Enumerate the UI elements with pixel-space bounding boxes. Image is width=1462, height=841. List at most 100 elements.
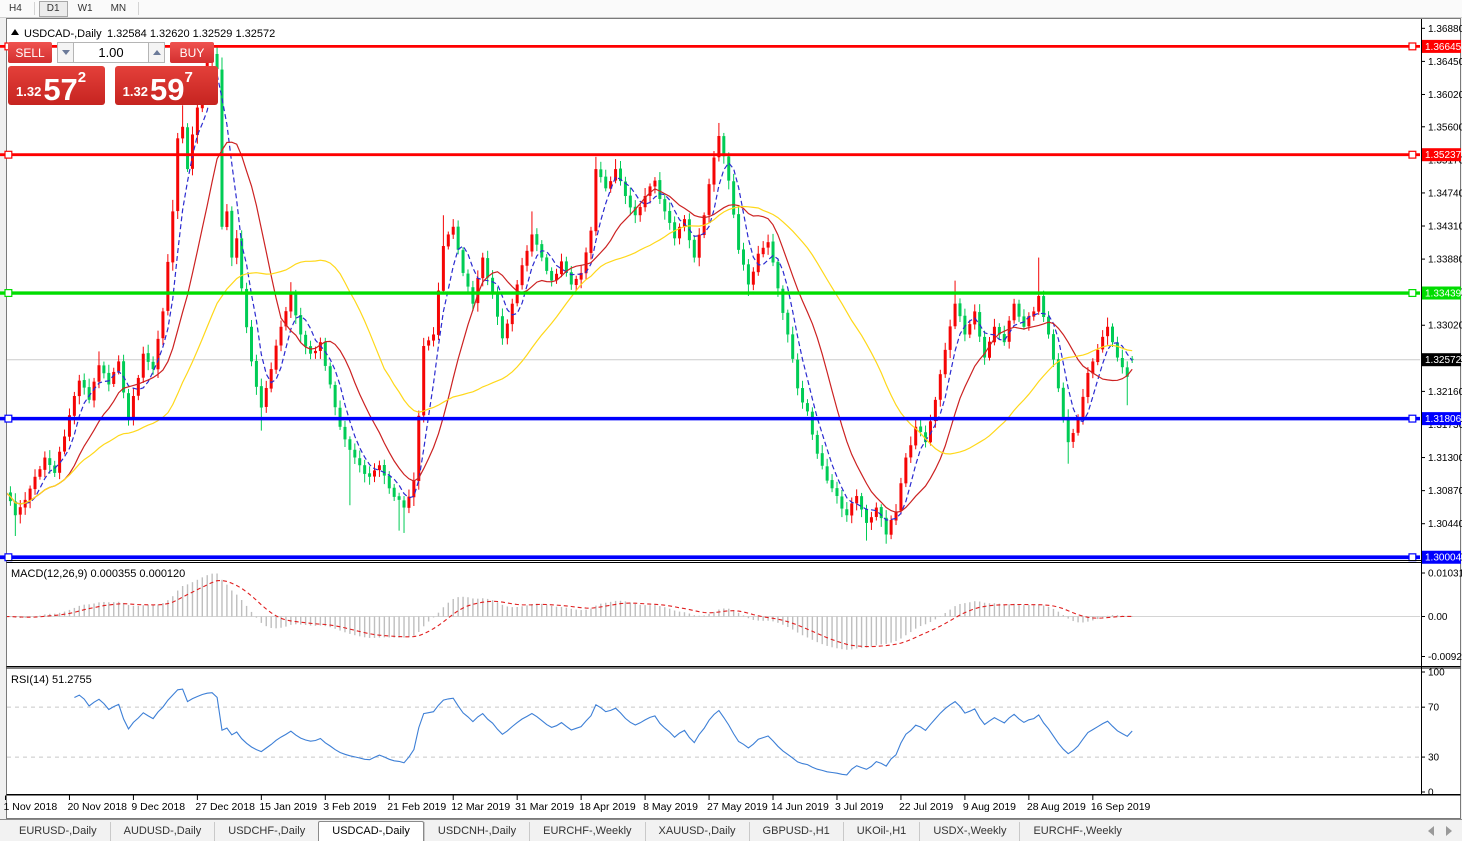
svg-text:1.30870: 1.30870 [1428, 486, 1462, 497]
candle-body [496, 292, 499, 317]
candle-body [579, 272, 583, 280]
svg-text:1.34310: 1.34310 [1428, 222, 1462, 233]
timeframe-button-d1[interactable]: D1 [38, 0, 68, 17]
price-level-line-1-33439[interactable] [0, 289, 1420, 298]
candle-body [412, 480, 416, 498]
candle-body [525, 250, 529, 266]
svg-text:9 Aug 2019: 9 Aug 2019 [963, 801, 1016, 813]
line-handle[interactable] [4, 553, 13, 562]
chart-tab-eurchf-weekly[interactable]: EURCHF-,Weekly [1019, 822, 1134, 841]
symbol-tab-bar: EURUSD-,Daily AUDUSD-,Daily USDCHF-,Daily U… [0, 819, 1462, 841]
macd-axis-label: 0.00 [1428, 612, 1448, 623]
candle-body [363, 465, 367, 474]
line-handle[interactable] [4, 414, 13, 423]
svg-text:1 Nov 2018: 1 Nov 2018 [4, 801, 58, 813]
candle-body [712, 157, 716, 185]
candle-body [1101, 336, 1105, 350]
candle-body [653, 180, 657, 187]
candle-body [707, 184, 711, 215]
candle-body [407, 496, 411, 508]
candle-body [471, 287, 475, 304]
chart-tab-usdcnh-daily[interactable]: USDCNH-,Daily [423, 822, 529, 841]
sell-price-prefix: 1.32 [16, 84, 42, 99]
timeframe-button-h4[interactable]: H4 [9, 2, 22, 14]
line-handle[interactable] [1408, 42, 1417, 51]
candle-body [181, 126, 185, 139]
line-handle[interactable] [1408, 150, 1417, 159]
chart-tab-gbpusd-h1[interactable]: GBPUSD-,H1 [748, 822, 843, 841]
candle-body [943, 349, 947, 375]
date-axis[interactable]: 1 Nov 2018 20 Nov 2018 9 Dec 2018 27 Dec 20… [4, 795, 1151, 814]
candle-body [422, 346, 426, 416]
candle-body [559, 261, 563, 275]
candle-body [874, 507, 878, 517]
timeframe-button-w1[interactable]: W1 [77, 2, 93, 14]
candle-body [451, 226, 455, 235]
candle-body [13, 501, 17, 516]
candle-body [958, 303, 962, 317]
volume-input[interactable] [74, 42, 148, 63]
chart-tab-eurusd-daily[interactable]: EURUSD-,Daily [19, 825, 97, 837]
candle-body [176, 138, 180, 212]
macd-histogram [9, 573, 1133, 650]
chart-tab-audusd-daily[interactable]: AUDUSD-,Daily [109, 822, 215, 841]
candle-body [82, 380, 86, 388]
candle-body [569, 272, 573, 285]
chart-tab-usdx-weekly[interactable]: USDX-,Weekly [919, 822, 1019, 841]
rsi-label: RSI(14) 51.2755 [11, 674, 92, 686]
candle-body [1091, 361, 1095, 374]
sell-button[interactable]: SELL [8, 42, 52, 63]
tab-scroll-left-icon[interactable] [1428, 826, 1434, 836]
buy-price-display[interactable]: 1.32 59 7 [114, 66, 218, 105]
price-level-line-1-35237[interactable] [0, 150, 1420, 159]
current-price-tag: 1.32572 [1422, 353, 1462, 367]
candle-body [948, 326, 952, 350]
chart-tab-ukoil-h1[interactable]: UKOil-,H1 [842, 822, 920, 841]
line-handle[interactable] [1408, 289, 1417, 298]
chart-tab-eurchf-weekly[interactable]: EURCHF-,Weekly [529, 822, 644, 841]
svg-text:1.30004: 1.30004 [1425, 553, 1462, 564]
candle-body [92, 381, 96, 401]
candle-body [855, 496, 859, 504]
candle-body [835, 488, 839, 497]
buy-button[interactable]: BUY [170, 42, 214, 63]
chart-tab-xauusd-daily[interactable]: XAUUSD-,Daily [644, 822, 749, 841]
line-handle[interactable] [1408, 414, 1417, 423]
tab-scroll-right-icon[interactable] [1446, 826, 1452, 836]
candle-body [323, 342, 327, 366]
candle-body [1066, 416, 1070, 443]
timeframe-button-mn[interactable]: MN [110, 2, 127, 14]
candle-body [732, 181, 736, 215]
candle-body [1086, 372, 1090, 398]
candle-body [382, 464, 386, 476]
chart-tab-usdchf-daily[interactable]: USDCHF-,Daily [214, 822, 318, 841]
candle-body [309, 346, 313, 354]
chart-tab-usdcad-daily[interactable]: USDCAD-,Daily [318, 821, 424, 841]
candle-body [58, 451, 62, 473]
collapse-triangle-icon[interactable] [11, 29, 19, 35]
sell-price-display[interactable]: 1.32 57 2 [8, 66, 105, 105]
volume-increase-button[interactable] [148, 42, 165, 63]
svg-text:16 Sep 2019: 16 Sep 2019 [1091, 801, 1151, 813]
svg-text:1.32572: 1.32572 [1425, 355, 1462, 366]
volume-decrease-button[interactable] [57, 42, 74, 63]
candle-body [648, 186, 652, 196]
svg-text:14 Jun 2019: 14 Jun 2019 [771, 801, 829, 813]
candle-body [786, 312, 790, 335]
triangle-down-icon [61, 50, 70, 55]
candle-body [810, 411, 814, 435]
svg-text:1.32160: 1.32160 [1428, 387, 1462, 398]
candle-body [727, 156, 731, 181]
svg-text:22 Jul 2019: 22 Jul 2019 [899, 801, 953, 813]
candle-body [131, 396, 135, 420]
candle-body [879, 507, 883, 519]
candle-body [1096, 349, 1100, 363]
line-handle[interactable] [1408, 553, 1417, 562]
price-level-line-1-31806[interactable] [0, 414, 1420, 423]
line-handle[interactable] [4, 150, 13, 159]
candle-body [766, 242, 770, 248]
line-handle[interactable] [4, 289, 13, 298]
candle-body [397, 496, 401, 500]
candle-body [279, 326, 283, 346]
